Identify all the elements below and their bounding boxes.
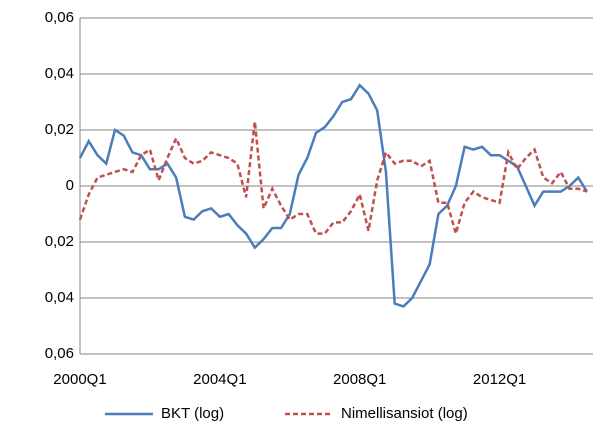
y-tick-label: 0,04	[45, 65, 74, 82]
y-tick-label: 0,06	[45, 345, 74, 362]
y-tick-label: 0,02	[45, 121, 74, 138]
y-tick-label: 0,04	[45, 289, 74, 306]
legend-label: BKT (log)	[161, 405, 224, 422]
line-series	[78, 83, 589, 308]
legend-label: Nimellisansiot (log)	[341, 405, 468, 422]
y-tick-label: 0	[66, 177, 74, 194]
x-tick-label: 2008Q1	[333, 371, 386, 388]
y-tick-label: 0,02	[45, 233, 74, 250]
x-tick-label: 2004Q1	[193, 371, 246, 388]
y-tick-label: 0,06	[45, 9, 74, 26]
line-series	[78, 121, 588, 239]
x-tick-label: 2000Q1	[53, 371, 106, 388]
x-tick-label: 2012Q1	[473, 371, 526, 388]
